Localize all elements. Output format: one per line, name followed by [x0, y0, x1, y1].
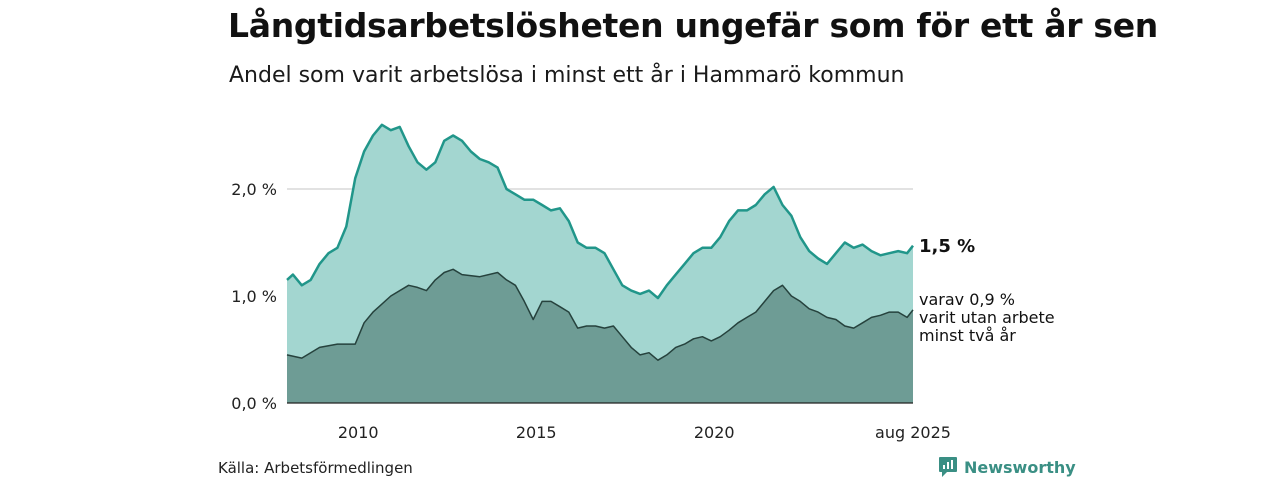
end-note-line: varav 0,9 %	[919, 290, 1015, 309]
brand-name: Newsworthy	[964, 457, 1076, 477]
newsworthy-icon	[939, 457, 957, 477]
chart-title: Långtidsarbetslösheten ungefär som för e…	[228, 6, 1158, 45]
line-long-term-unemployed	[286, 268, 914, 361]
y-tick-label: 2,0 %	[231, 180, 277, 199]
end-note-line: varit utan arbete	[919, 308, 1055, 327]
brand-logo: Newsworthy	[938, 456, 1076, 478]
end-note-line: minst två år	[919, 326, 1016, 345]
y-axis-ticks: 0,0 % 1,0 % 2,0 %	[231, 180, 277, 413]
end-value-label: 1,5 %	[919, 236, 975, 257]
area-long-term-unemployed	[287, 269, 913, 403]
x-tick-label: 2020	[694, 423, 735, 442]
y-tick-label: 0,0 %	[231, 394, 277, 413]
source-note: Källa: Arbetsförmedlingen	[218, 459, 413, 477]
x-tick-label: 2010	[338, 423, 379, 442]
line-total-unemployed	[286, 123, 914, 300]
y-tick-label: 1,0 %	[231, 287, 277, 306]
x-tick-label: aug 2025	[875, 423, 951, 442]
x-axis-ticks: 2010 2015 2020 aug 2025	[338, 423, 951, 442]
x-tick-label: 2015	[516, 423, 557, 442]
chart-subtitle: Andel som varit arbetslösa i minst ett å…	[229, 63, 905, 88]
